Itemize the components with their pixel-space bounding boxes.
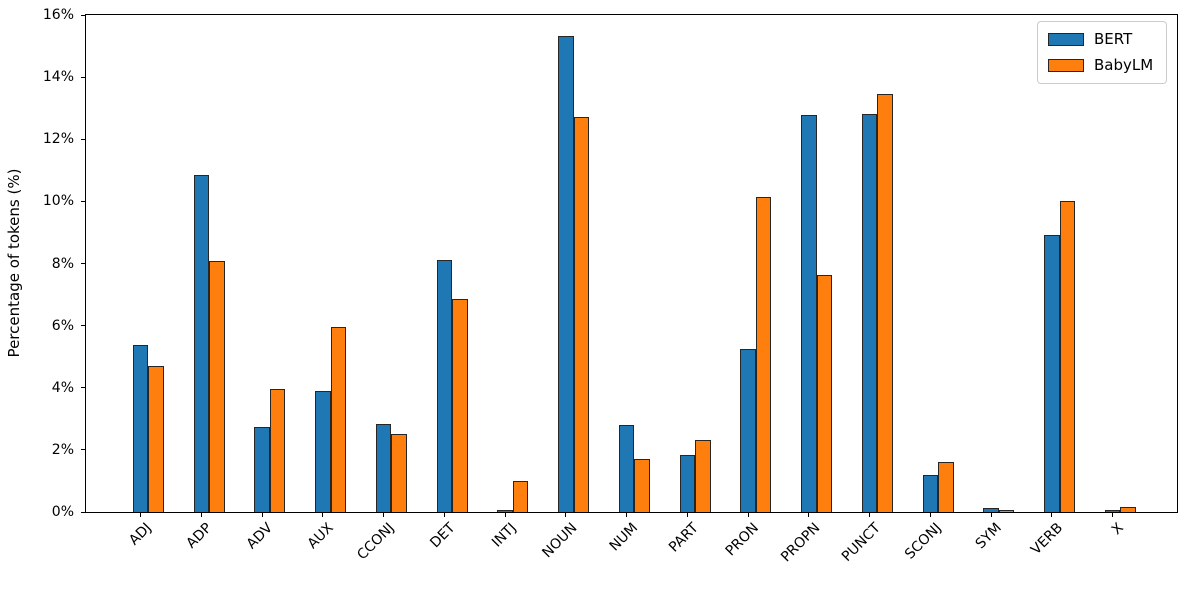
bar-babylm-det [452, 298, 468, 512]
bar-bert-num [618, 424, 635, 512]
bar-bert-adp [193, 174, 209, 512]
legend-item-babylm: BabyLM [1048, 56, 1153, 75]
bar-bert-noun [558, 36, 574, 512]
bar-bert-det [436, 259, 452, 512]
x-tick-label-propn: PROPN [777, 520, 824, 566]
x-tick-mark [504, 513, 506, 517]
bar-babylm-noun [573, 116, 589, 512]
bar-babylm-part [695, 439, 711, 512]
x-tick-label-part: PART [665, 520, 702, 556]
bar-babylm-cconj [391, 434, 407, 512]
bar-babylm-intj [512, 481, 529, 512]
x-tick-mark [261, 513, 263, 517]
x-tick-mark [808, 513, 810, 517]
bar-bert-part [679, 455, 695, 512]
y-tick-mark [81, 200, 85, 202]
plot-area [85, 14, 1178, 513]
y-tick-mark [81, 325, 85, 327]
y-tick-label: 0% [51, 504, 74, 520]
x-tick-label-noun: NOUN [538, 520, 581, 562]
bar-babylm-punct [877, 94, 893, 512]
bar-bert-adv [254, 426, 270, 512]
y-tick-label: 2% [51, 441, 74, 458]
x-tick-label-det: DET [427, 520, 459, 552]
x-tick-label-punct: PUNCT [838, 520, 884, 565]
bar-babylm-verb [1059, 201, 1075, 512]
y-tick-label: 8% [51, 255, 74, 272]
x-tick-label-x: X [1108, 520, 1127, 539]
x-tick-mark [1051, 513, 1053, 517]
bar-bert-punct [861, 113, 878, 512]
legend-swatch-babylm [1048, 59, 1084, 72]
x-tick-label-sym: SYM [973, 520, 1006, 553]
legend-label-bert: BERT [1094, 30, 1133, 48]
y-tick-mark [81, 138, 85, 140]
bar-babylm-num [634, 458, 650, 512]
y-tick-label: 14% [42, 69, 74, 86]
x-tick-mark [869, 513, 870, 517]
y-tick-label: 10% [42, 193, 74, 210]
x-tick-mark [747, 513, 749, 517]
y-tick-mark [81, 387, 85, 389]
y-tick-label: 16% [42, 7, 74, 23]
x-tick-mark [990, 513, 992, 517]
x-tick-label-sconj: SCONJ [901, 520, 945, 563]
y-tick-label: 6% [51, 317, 74, 334]
bar-babylm-x [1120, 507, 1136, 512]
bar-babylm-adp [209, 260, 225, 512]
x-tick-label-cconj: CCONJ [354, 520, 398, 564]
x-tick-mark [322, 513, 324, 517]
y-tick-label: 4% [51, 379, 74, 396]
bar-bert-aux [315, 391, 331, 512]
legend: BERT BabyLM [1037, 21, 1168, 84]
y-tick-mark [81, 263, 85, 264]
y-tick-mark [81, 76, 85, 78]
x-tick-mark [443, 513, 445, 517]
x-tick-mark [686, 513, 688, 517]
legend-swatch-bert [1048, 33, 1084, 46]
bar-bert-adj [132, 345, 149, 512]
x-tick-mark [383, 513, 384, 517]
x-tick-label-pron: PRON [722, 520, 763, 560]
legend-label-babylm: BabyLM [1094, 56, 1154, 74]
bar-babylm-propn [816, 275, 832, 512]
x-tick-mark [1112, 513, 1113, 517]
y-tick-mark [81, 449, 85, 451]
bar-babylm-sym [998, 510, 1015, 512]
x-tick-label-aux: AUX [304, 520, 338, 553]
legend-item-bert: BERT [1048, 30, 1153, 49]
bar-bert-pron [740, 348, 756, 512]
x-tick-label-adv: ADV [243, 520, 277, 553]
x-tick-mark [140, 513, 141, 517]
x-tick-label-num: NUM [606, 520, 641, 555]
x-tick-mark [929, 513, 931, 517]
y-tick-mark [81, 511, 85, 513]
x-tick-label-adj: ADJ [126, 520, 155, 549]
x-tick-label-adp: ADP [183, 520, 216, 552]
bar-babylm-adv [269, 389, 286, 512]
bar-babylm-adj [148, 366, 164, 512]
y-tick-label: 12% [42, 131, 74, 148]
x-tick-label-verb: VERB [1028, 520, 1067, 559]
y-tick-mark [81, 14, 85, 16]
x-tick-mark [565, 513, 567, 517]
bar-bert-sym [983, 508, 999, 512]
bar-bert-propn [801, 115, 817, 512]
bar-babylm-aux [330, 327, 346, 512]
bar-bert-sconj [922, 474, 938, 512]
bar-babylm-pron [755, 197, 772, 512]
x-tick-mark [626, 513, 627, 517]
bar-babylm-sconj [938, 462, 954, 512]
bar-bert-intj [497, 509, 513, 512]
bar-bert-verb [1044, 234, 1060, 512]
bar-bert-cconj [375, 424, 392, 512]
x-tick-label-intj: INTJ [488, 520, 520, 551]
x-tick-mark [200, 513, 202, 517]
bar-bert-x [1104, 509, 1121, 512]
